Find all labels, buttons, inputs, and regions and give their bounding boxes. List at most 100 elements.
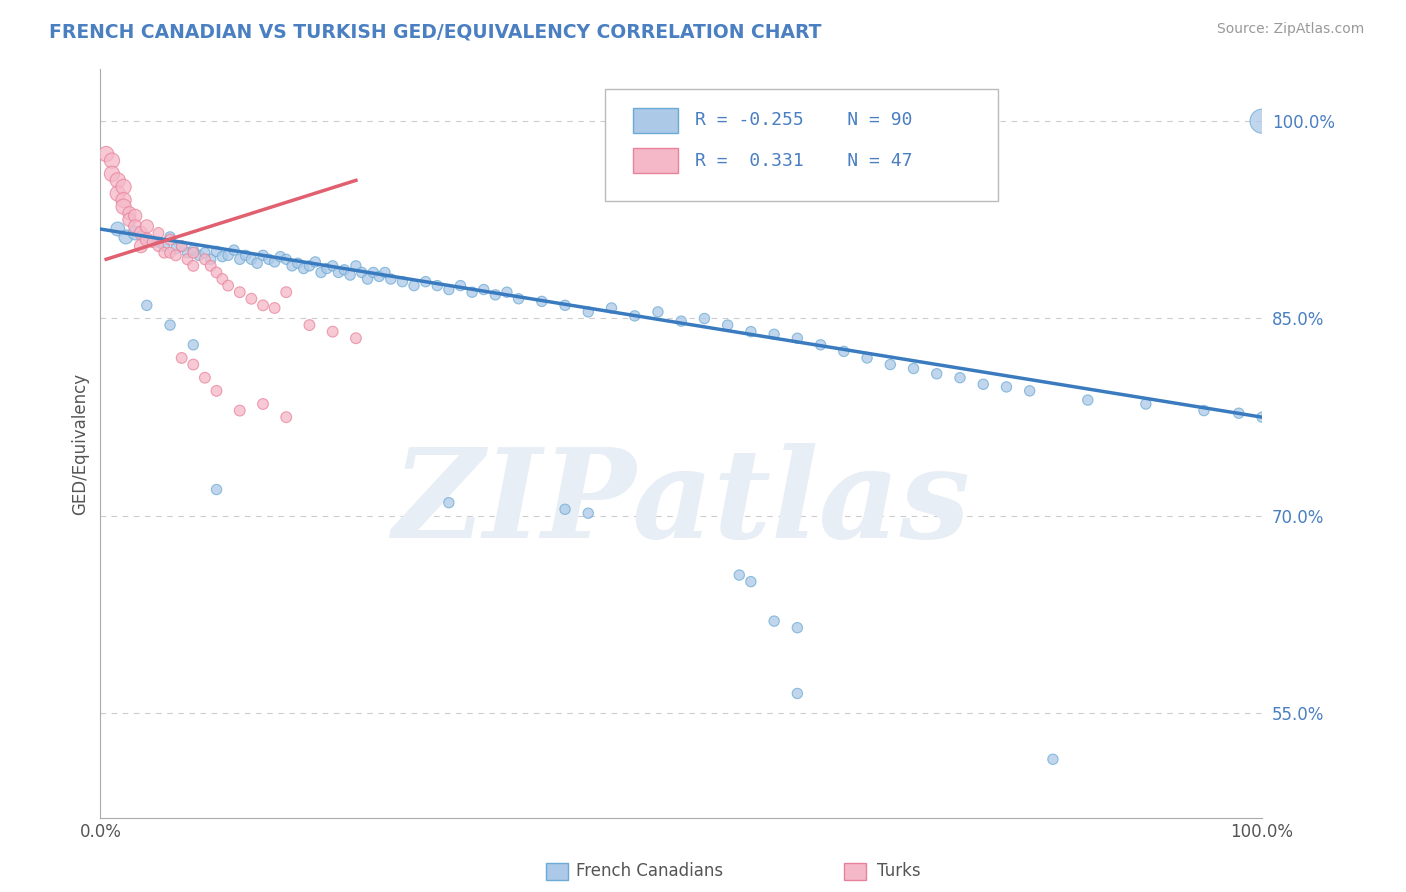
Point: [832, 344, 855, 359]
Point: [124, 209, 146, 223]
Point: [235, 248, 257, 262]
Point: [461, 285, 484, 300]
Point: [124, 226, 146, 240]
Point: [995, 380, 1018, 394]
Point: [170, 351, 193, 365]
Point: [740, 325, 762, 339]
Point: [112, 180, 135, 194]
Point: [1192, 403, 1215, 417]
Point: [176, 245, 198, 260]
Point: [304, 255, 326, 269]
Point: [315, 261, 337, 276]
Point: [129, 239, 152, 253]
Point: [240, 292, 263, 306]
Point: [333, 262, 356, 277]
Point: [159, 245, 181, 260]
Point: [925, 367, 948, 381]
Point: [101, 153, 124, 168]
Point: [165, 248, 187, 262]
Point: [298, 259, 321, 273]
Point: [148, 235, 170, 250]
Point: [188, 248, 211, 262]
Point: [356, 272, 378, 286]
Point: [194, 252, 217, 267]
Point: [153, 239, 176, 253]
Point: [380, 272, 402, 286]
Point: [129, 226, 152, 240]
Point: [252, 298, 274, 312]
Point: [344, 331, 367, 345]
Point: [1251, 410, 1274, 425]
Point: [165, 242, 187, 256]
Point: [107, 186, 129, 201]
Point: [276, 410, 298, 425]
Point: [211, 272, 233, 286]
Point: [322, 259, 344, 273]
Point: [576, 305, 599, 319]
Point: [115, 230, 138, 244]
Point: [181, 358, 204, 372]
Point: [554, 298, 576, 312]
Point: [252, 397, 274, 411]
Point: [879, 358, 901, 372]
Point: [181, 259, 204, 273]
Point: [112, 193, 135, 207]
Point: [200, 252, 222, 267]
Point: [229, 252, 252, 267]
Point: [374, 265, 396, 279]
Point: [508, 292, 530, 306]
Point: [148, 226, 170, 240]
Point: [181, 243, 204, 257]
Point: [118, 206, 141, 220]
Point: [949, 370, 972, 384]
Point: [229, 403, 252, 417]
Point: [118, 212, 141, 227]
Point: [135, 219, 157, 234]
Point: [153, 245, 176, 260]
Point: [368, 269, 391, 284]
Point: [647, 305, 669, 319]
Point: [344, 259, 367, 273]
Point: [328, 265, 350, 279]
Point: [786, 621, 808, 635]
Point: [107, 173, 129, 187]
Text: French Canadians: French Canadians: [576, 863, 724, 880]
Text: Source: ZipAtlas.com: Source: ZipAtlas.com: [1216, 22, 1364, 37]
Point: [322, 325, 344, 339]
Point: [159, 230, 181, 244]
Point: [135, 233, 157, 247]
Point: [194, 245, 217, 260]
Point: [693, 311, 716, 326]
Point: [391, 275, 413, 289]
Point: [728, 568, 751, 582]
Point: [669, 314, 692, 328]
Text: R =  0.331    N = 47: R = 0.331 N = 47: [695, 152, 912, 169]
Point: [176, 252, 198, 267]
Point: [170, 239, 193, 253]
Point: [205, 265, 228, 279]
Point: [623, 309, 645, 323]
Point: [124, 219, 146, 234]
Point: [339, 268, 361, 282]
Point: [402, 278, 425, 293]
Point: [252, 248, 274, 262]
Point: [240, 252, 263, 267]
Point: [281, 259, 304, 273]
Point: [229, 285, 252, 300]
Text: ZIPatlas: ZIPatlas: [392, 442, 970, 565]
Point: [309, 265, 332, 279]
Point: [450, 278, 472, 293]
Point: [530, 294, 553, 309]
Point: [1018, 384, 1040, 398]
Point: [472, 283, 495, 297]
Point: [159, 233, 181, 247]
Point: [276, 252, 298, 267]
Point: [217, 248, 239, 262]
Point: [437, 283, 460, 297]
Point: [142, 235, 165, 250]
Text: R = -0.255    N = 90: R = -0.255 N = 90: [695, 112, 912, 129]
Point: [181, 338, 204, 352]
Point: [200, 259, 222, 273]
Point: [107, 222, 129, 236]
Point: [1227, 406, 1250, 420]
